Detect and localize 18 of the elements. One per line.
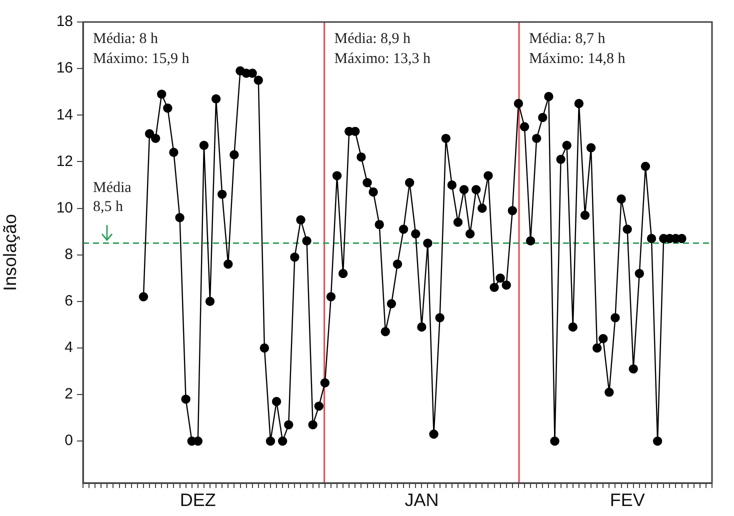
- x-tick-label: DEZ: [180, 490, 216, 510]
- y-tick-label: 0: [64, 432, 73, 450]
- y-tick-label: 10: [56, 199, 73, 216]
- y-tick-label: 18: [56, 13, 73, 30]
- x-tick-label: JAN: [404, 490, 439, 510]
- y-tick-label: 8: [64, 246, 73, 263]
- y-tick-label: 2: [64, 386, 73, 403]
- y-tick-label: 4: [64, 339, 73, 356]
- y-tick-label: 16: [56, 60, 73, 77]
- y-tick-label: 6: [64, 292, 73, 310]
- ref-line-label: Média 8,5 h: [93, 180, 132, 216]
- y-tick-label: 12: [56, 152, 73, 170]
- annotation: Média: 8,9 h Máximo: 13,3 h: [334, 31, 432, 67]
- annotation: Média: 8 h Máximo: 15,9 h: [93, 31, 190, 67]
- x-tick-label: FEV: [610, 490, 645, 510]
- y-tick-label: 14: [56, 106, 73, 124]
- annotation: Média: 8,7 h Máximo: 14,8 h: [529, 31, 626, 67]
- y-axis-title: Insolação: [0, 214, 20, 292]
